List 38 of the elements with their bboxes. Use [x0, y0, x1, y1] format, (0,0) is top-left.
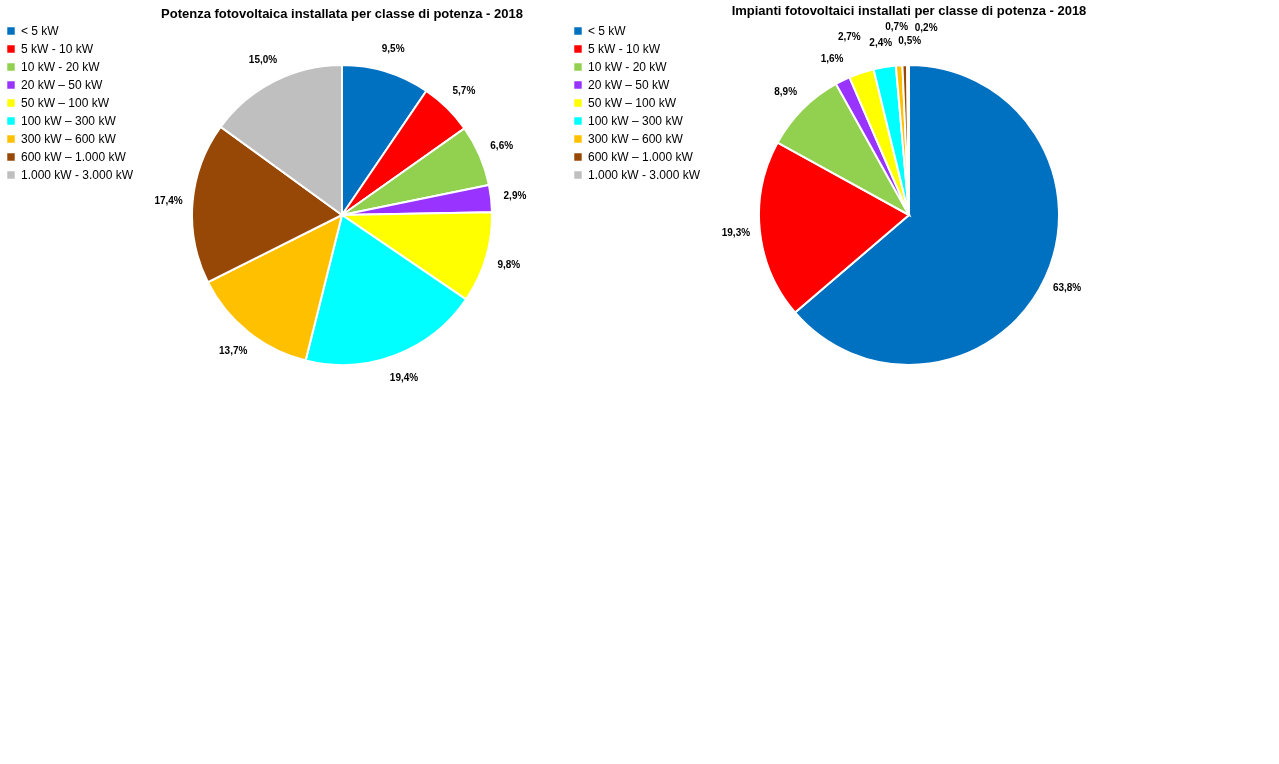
legend-label: 100 kW – 300 kW [21, 114, 117, 128]
legend-label: 5 kW - 10 kW [21, 42, 94, 56]
data-label: 5,7% [452, 84, 476, 96]
legend-label: 1.000 kW - 3.000 kW [21, 168, 134, 182]
chart-title: Potenza fotovoltaica installata per classe di potenza - 2018 [161, 6, 523, 21]
data-label: 8,9% [774, 86, 798, 98]
chart-title: Impianti fotovoltaici installati per classe di potenza - 2018 [731, 3, 1087, 19]
data-label: 1,6% [820, 52, 844, 64]
legend-label: 600 kW – 1.000 kW [588, 150, 694, 164]
data-label: 19,4% [389, 371, 419, 383]
legend-label: 50 kW – 100 kW [588, 96, 677, 110]
data-label: 2,9% [503, 189, 527, 201]
legend-label: 20 kW – 50 kW [588, 78, 671, 92]
data-label: 0,7% [885, 21, 909, 33]
data-label: 0,5% [898, 35, 922, 46]
data-label: 2,4% [869, 37, 893, 49]
legend-label: 10 kW - 20 kW [21, 60, 101, 74]
legend-label: < 5 kW [21, 24, 60, 38]
legend-label: 10 kW - 20 kW [588, 60, 668, 74]
data-label: 63,8% [1052, 281, 1082, 293]
data-label: 2,7% [837, 30, 861, 42]
legend-label: 20 kW – 50 kW [21, 78, 104, 92]
legend-label: 300 kW – 600 kW [21, 132, 117, 146]
legend-label: < 5 kW [588, 24, 627, 38]
legend-label: 1.000 kW - 3.000 kW [588, 168, 701, 182]
legend-label: 5 kW - 10 kW [588, 42, 661, 56]
data-label: 17,4% [154, 194, 183, 206]
legend-label: 600 kW – 1.000 kW [21, 150, 127, 164]
data-label: 6,6% [490, 139, 514, 151]
data-label: 15,0% [248, 53, 278, 65]
data-label: 0,2% [914, 21, 938, 33]
legend-label: 100 kW – 300 kW [588, 114, 684, 128]
data-label: 9,5% [381, 42, 405, 54]
legend-label: 300 kW – 600 kW [588, 132, 684, 146]
data-label: 19,3% [721, 226, 751, 238]
legend-label: 50 kW – 100 kW [21, 96, 110, 110]
data-label: 9,8% [497, 258, 521, 270]
data-label: 13,7% [219, 344, 248, 356]
